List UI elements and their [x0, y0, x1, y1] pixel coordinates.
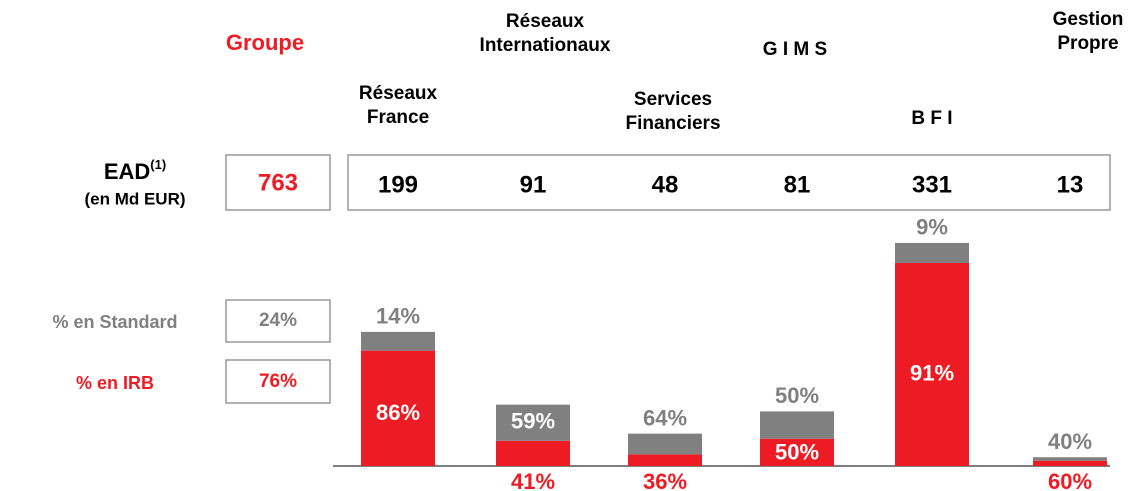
ead-value: 81: [784, 171, 811, 198]
ead-box: [347, 154, 1111, 211]
ead-footnote: (1): [150, 157, 166, 172]
category-header: Gestion Propre: [1052, 9, 1124, 54]
ead-value: 199: [378, 171, 418, 198]
category-header: Réseaux Internationaux: [479, 11, 611, 56]
ead-label-text: EAD: [104, 159, 150, 184]
bar-segment: [361, 350, 435, 466]
ead-value: 48: [652, 171, 679, 198]
ead-value: 331: [912, 171, 952, 198]
ead-label: EAD(1): [104, 157, 166, 183]
bar-segment: [496, 440, 570, 466]
ead-unit: (en Md EUR): [84, 189, 185, 208]
group-standard-box: [225, 299, 331, 343]
value-label: 36%: [643, 469, 687, 491]
value-label: 40%: [1048, 429, 1092, 454]
bar-segment: [760, 411, 834, 439]
value-label: 50%: [775, 383, 819, 408]
category-header: G I M S: [762, 39, 828, 60]
bar-segment: [1033, 457, 1107, 461]
bar-segment: [628, 433, 702, 455]
bar-segment: [496, 404, 570, 441]
bar-segment: [760, 438, 834, 466]
bar-segment: [628, 454, 702, 466]
bar-segment: [1033, 460, 1107, 466]
bar-segment: [361, 331, 435, 351]
bar-segment: [895, 262, 969, 466]
value-label: 14%: [376, 304, 420, 329]
value-label: 41%: [511, 469, 555, 491]
category-header: Réseaux France: [358, 83, 438, 128]
ead-value: 13: [1057, 171, 1084, 198]
value-label: 86%: [376, 400, 420, 425]
value-label: 50%: [775, 440, 819, 465]
group-share: 24%: [259, 310, 297, 331]
group-irb-box: [225, 359, 331, 404]
value-label: 60%: [1048, 469, 1092, 491]
ead-value: 91: [520, 171, 547, 198]
bar-segment: [895, 242, 969, 263]
group-name: Groupe: [226, 30, 304, 55]
group-share: 76%: [259, 371, 297, 392]
group-ead-box: [225, 154, 331, 211]
value-label: 64%: [643, 405, 687, 430]
value-label: 59%: [511, 409, 555, 434]
value-label: 91%: [910, 360, 954, 385]
legend-label: % en Standard: [52, 312, 177, 332]
group-ead: 763: [258, 169, 298, 196]
category-header: B F I: [911, 108, 953, 129]
legend-label: % en IRB: [76, 373, 154, 393]
value-label: 9%: [916, 215, 948, 240]
category-header: Services Financiers: [625, 89, 721, 134]
